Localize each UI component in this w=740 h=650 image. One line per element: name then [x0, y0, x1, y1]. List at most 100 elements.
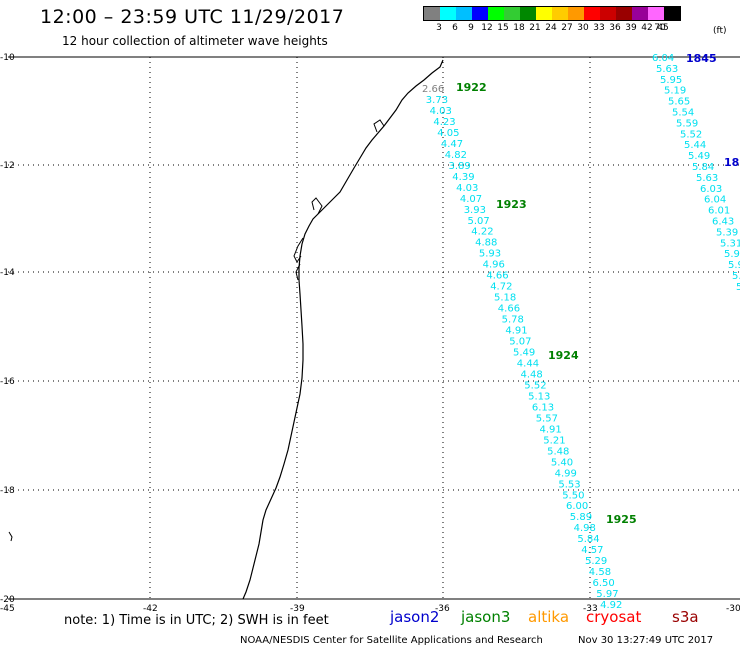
color-scale-tick: 70: [654, 23, 666, 33]
color-scale-tick: 21: [529, 23, 541, 33]
wave-height-label: 4.91: [505, 326, 527, 337]
wave-height-label: 5.49: [688, 151, 710, 162]
legend-jason3: jason3: [461, 608, 511, 626]
wave-height-label: 6.04: [652, 53, 674, 64]
wave-height-label: 5.13: [528, 391, 550, 402]
wave-height-label: 4.58: [589, 567, 611, 578]
wave-height-label: 4.48: [521, 370, 543, 381]
legend-s3a: s3a: [672, 608, 699, 626]
wave-height-label: 5.59: [676, 118, 698, 129]
color-swatch: [664, 7, 680, 20]
page-title: 12:00 – 23:59 UTC 11/29/2017: [40, 6, 345, 28]
color-swatch: [472, 7, 488, 20]
pass-time-label: 18: [724, 156, 739, 169]
color-scale-tick: 33: [593, 23, 605, 33]
wave-height-label: 5.95: [660, 75, 682, 86]
wave-height-label: 5.07: [509, 337, 531, 348]
lon-label: -30: [726, 604, 740, 614]
color-swatch: [584, 7, 600, 20]
color-swatch: [440, 7, 456, 20]
color-scale-tick: 18: [513, 23, 525, 33]
wave-height-label: 4.66: [498, 304, 520, 315]
wave-height-label: 4.44: [517, 359, 539, 370]
wave-height-label: 4.03: [456, 183, 478, 194]
wave-height-label: 6.43: [712, 217, 734, 228]
wave-height-label: 5.18: [494, 293, 516, 304]
wave-height-label: 6.01: [708, 206, 730, 217]
coastline-inlet: [293, 197, 323, 281]
wave-height-label: 5.8: [732, 271, 740, 282]
wave-height-label: 4.03: [430, 106, 452, 117]
color-scale-swatches: [423, 6, 681, 21]
wave-height-label: 4.23: [433, 117, 455, 128]
color-scale-tick: 27: [561, 23, 573, 33]
wave-height-label: 5.39: [716, 227, 738, 238]
wave-height-label: 5.48: [547, 446, 569, 457]
wave-height-label: 5.63: [696, 173, 718, 184]
lat-label: -18: [0, 486, 15, 496]
wave-height-label: 5.29: [585, 556, 607, 567]
wave-height-label: 4.66: [486, 271, 508, 282]
wave-height-label: 5.53: [558, 479, 580, 490]
wave-height-label: 5.52: [524, 381, 546, 392]
wave-height-label: 4.99: [555, 468, 577, 479]
lat-label: -14: [0, 268, 15, 278]
wave-height-label: 6.50: [593, 578, 615, 589]
color-scale-tick: 24: [545, 23, 557, 33]
wave-height-label: 6.00: [566, 501, 588, 512]
lat-label: -10: [0, 53, 15, 63]
color-scale-tick: 3: [436, 23, 442, 33]
color-swatch: [552, 7, 568, 20]
legend-altika: altika: [528, 608, 570, 626]
pass-time-label: 1924: [548, 349, 579, 362]
track-east: 6.045.635.955.195.655.545.595.525.445.49…: [652, 53, 740, 293]
pass-time-label: 1845: [686, 52, 717, 65]
lon-label: -39: [290, 604, 305, 614]
wave-height-label: 5.84: [577, 534, 599, 545]
color-scale-labels: 3 6 9 12 15 18 21 24 27 30 33 36 39 42 45 70: [423, 21, 681, 35]
wave-height-label: 3.93: [464, 205, 486, 216]
coastline-bay: [373, 119, 385, 133]
coastline-fragment: [8, 531, 13, 542]
color-swatch: [600, 7, 616, 20]
color-swatch: [632, 7, 648, 20]
color-swatch: [648, 7, 664, 20]
legend-cryosat: cryosat: [586, 608, 642, 626]
wave-height-label: 5.97: [596, 589, 618, 600]
lat-label: -16: [0, 377, 15, 387]
wave-height-label: 4.05: [437, 128, 459, 139]
color-swatch: [424, 7, 440, 20]
wave-height-label: 2.66: [422, 84, 444, 95]
wave-height-label: 5.54: [672, 108, 694, 119]
color-scale-tick: 15: [497, 23, 509, 33]
wave-height-label: 5.84: [692, 162, 714, 173]
lon-label: -36: [435, 604, 450, 614]
wave-height-label: 6.04: [704, 195, 726, 206]
wave-height-label: 5.89: [570, 512, 592, 523]
wave-height-label: 5.50: [562, 490, 584, 501]
wave-height-label: 5.90: [724, 249, 740, 260]
wave-height-label: 4.92: [600, 600, 622, 611]
color-swatch: [616, 7, 632, 20]
color-scale-tick: 36: [609, 23, 621, 33]
color-swatch: [568, 7, 584, 20]
color-scale-legend: 3 6 9 12 15 18 21 24 27 30 33 36 39 42 45 70 (ft): [423, 6, 727, 36]
legend-jason2: jason2: [390, 608, 440, 626]
lon-label: -33: [583, 604, 598, 614]
color-scale-unit: (ft): [713, 26, 727, 36]
wave-height-label: 4.98: [574, 523, 596, 534]
lat-label: -12: [0, 161, 15, 171]
generation-timestamp: Nov 30 13:27:49 UTC 2017: [578, 635, 714, 646]
wave-height-label: 4.47: [441, 139, 463, 150]
wave-height-label: 3.89: [449, 161, 471, 172]
color-scale-tick: 45: [657, 23, 669, 33]
wave-height-label: 4.07: [460, 194, 482, 205]
pass-time-label: 1925: [606, 513, 637, 526]
wave-height-label: 5.21: [543, 435, 565, 446]
wave-height-label: 4.96: [483, 260, 505, 271]
page-subtitle: 12 hour collection of altimeter wave hei…: [62, 34, 328, 48]
credit-line: NOAA/NESDIS Center for Satellite Applica…: [240, 635, 543, 646]
color-swatch: [520, 7, 536, 20]
wave-height-label: 6.03: [700, 184, 722, 195]
